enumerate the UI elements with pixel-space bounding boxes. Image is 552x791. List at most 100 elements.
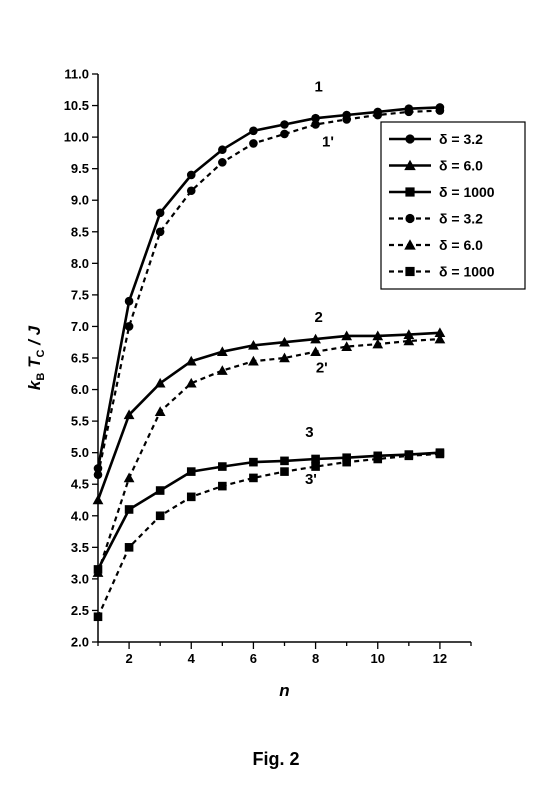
data-point bbox=[216, 365, 228, 375]
y-tick-label: 7.5 bbox=[71, 287, 89, 302]
x-tick-label: 6 bbox=[250, 651, 257, 666]
series-line bbox=[96, 452, 440, 618]
data-point bbox=[311, 462, 320, 471]
data-point bbox=[186, 170, 196, 180]
data-point bbox=[124, 296, 134, 306]
legend: δ = 3.2 δ = 6.0 δ = 1000 δ = 3.2 δ = 6.0 δ = … bbox=[380, 121, 526, 290]
data-point bbox=[93, 612, 103, 622]
legend-label: δ = 6.0 bbox=[439, 237, 483, 253]
y-tick-label: 10.0 bbox=[64, 130, 89, 145]
data-point bbox=[310, 333, 321, 344]
data-point bbox=[310, 346, 321, 356]
series-line bbox=[96, 106, 440, 469]
y-tick-label: 2.0 bbox=[71, 635, 89, 650]
data-point bbox=[155, 227, 165, 237]
data-point bbox=[342, 453, 351, 463]
data-point bbox=[186, 492, 196, 502]
data-point bbox=[249, 126, 258, 136]
data-point bbox=[342, 115, 351, 124]
legend-label: δ = 3.2 bbox=[439, 211, 483, 227]
data-point bbox=[92, 567, 104, 577]
legend-entry: δ = 1000 bbox=[389, 264, 495, 280]
y-tick-label: 5.5 bbox=[71, 414, 89, 429]
data-point bbox=[92, 494, 104, 505]
data-point bbox=[279, 336, 290, 347]
y-tick-label: 8.0 bbox=[71, 256, 89, 271]
y-tick-label: 6.0 bbox=[71, 382, 89, 397]
data-point bbox=[185, 355, 197, 366]
data-point bbox=[435, 106, 445, 115]
y-title-slash-j: / J bbox=[25, 325, 44, 349]
curve-label: 1' bbox=[322, 134, 334, 151]
y-axis-title: kB TC / J bbox=[25, 325, 47, 390]
curve-label: 3 bbox=[305, 424, 313, 441]
data-point bbox=[372, 330, 384, 341]
y-title-sub-c: C bbox=[35, 350, 47, 358]
x-tick-label: 2 bbox=[125, 651, 132, 666]
y-title-k: k bbox=[25, 379, 44, 390]
data-point bbox=[403, 335, 415, 346]
data-point bbox=[248, 355, 259, 366]
y-title-t: T bbox=[25, 356, 44, 368]
data-point bbox=[124, 505, 134, 514]
y-tick-label: 11.0 bbox=[64, 67, 89, 82]
data-point bbox=[124, 543, 134, 552]
y-tick-label: 6.5 bbox=[71, 351, 89, 366]
series-5 bbox=[92, 333, 446, 577]
y-tick-label: 7.0 bbox=[71, 319, 89, 334]
legend-label: δ = 6.0 bbox=[439, 158, 483, 174]
data-point bbox=[405, 187, 415, 197]
data-point bbox=[403, 329, 415, 339]
y-tick-label: 3.0 bbox=[71, 571, 89, 586]
data-point bbox=[154, 406, 166, 416]
data-point bbox=[218, 158, 227, 167]
y-axis-ticks: 2.0 2.5 3.0 3.5 4.0 4.5 5.0 5.5 6.0 6.5 7.0 7.5 8.0 8… bbox=[64, 67, 98, 650]
y-tick-label: 3.5 bbox=[71, 540, 89, 555]
data-point bbox=[186, 186, 196, 196]
data-point bbox=[155, 486, 165, 495]
curve-label: 3' bbox=[305, 471, 317, 488]
legend-label: δ = 1000 bbox=[439, 184, 495, 200]
legend-box bbox=[380, 121, 526, 290]
y-tick-label: 4.0 bbox=[71, 508, 89, 523]
data-point bbox=[280, 456, 289, 466]
data-point bbox=[218, 462, 227, 471]
series-1 bbox=[93, 103, 445, 473]
y-tick-label: 10.5 bbox=[64, 98, 89, 113]
data-point bbox=[373, 110, 383, 120]
x-axis-ticks: 2 4 6 8 10 12 bbox=[97, 642, 472, 666]
data-point bbox=[404, 159, 416, 171]
data-point bbox=[311, 454, 320, 464]
data-point bbox=[405, 134, 415, 144]
data-point bbox=[218, 481, 227, 491]
data-point bbox=[93, 470, 103, 480]
data-point bbox=[155, 208, 165, 218]
data-point bbox=[434, 327, 446, 338]
data-point bbox=[248, 340, 259, 350]
data-point bbox=[186, 467, 196, 476]
series-3 bbox=[93, 448, 445, 574]
data-point bbox=[280, 129, 289, 139]
data-point bbox=[435, 449, 445, 459]
data-point bbox=[405, 266, 415, 277]
x-tick-label: 8 bbox=[312, 651, 319, 666]
data-point bbox=[218, 145, 227, 155]
legend-entry: δ = 6.0 bbox=[389, 237, 483, 253]
x-axis-title: n bbox=[279, 681, 289, 700]
data-point bbox=[123, 409, 135, 420]
y-tick-label: 5.0 bbox=[71, 445, 89, 460]
data-point bbox=[341, 341, 353, 351]
x-tick-label: 12 bbox=[433, 651, 447, 666]
data-point bbox=[311, 113, 320, 123]
series-4 bbox=[93, 106, 445, 480]
y-tick-label: 9.0 bbox=[71, 193, 89, 208]
y-tick-label: 2.5 bbox=[71, 603, 89, 618]
y-title-sub-b: B bbox=[35, 373, 47, 381]
legend-entry: δ = 6.0 bbox=[389, 158, 483, 174]
data-point bbox=[249, 457, 258, 467]
data-point bbox=[185, 377, 197, 388]
x-tick-label: 4 bbox=[188, 651, 196, 666]
series-2 bbox=[92, 327, 446, 505]
data-point bbox=[373, 454, 383, 464]
